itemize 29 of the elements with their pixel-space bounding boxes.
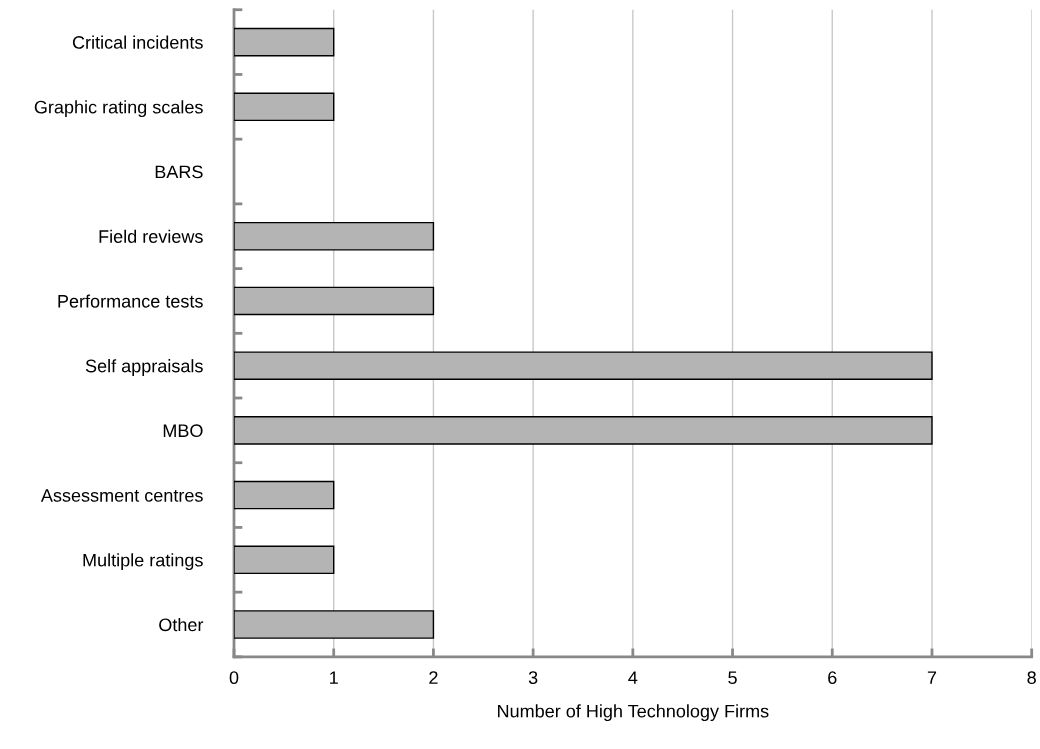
y-tick-label: Critical incidents	[72, 35, 203, 49]
bar	[234, 27, 335, 57]
bar	[234, 416, 933, 445]
x-tick-label: 0	[229, 671, 239, 685]
bar	[234, 221, 435, 251]
x-tick-label: 4	[628, 671, 638, 684]
y-tick-label: MBO	[163, 424, 203, 438]
y-tick-label: Other	[159, 617, 204, 632]
x-tick-label: 7	[927, 671, 937, 684]
bar	[234, 92, 335, 122]
y-tick-label: Multiple ratings	[83, 553, 203, 571]
bar	[234, 286, 435, 316]
bar	[234, 545, 335, 575]
bar	[234, 480, 335, 510]
x-tick-label: 1	[330, 671, 338, 684]
x-tick-label: 5	[728, 671, 737, 685]
y-tick-label: Graphic rating scales	[34, 100, 203, 118]
bar	[234, 351, 933, 380]
bar	[234, 610, 435, 639]
y-tick-label: Assessment centres	[40, 489, 203, 502]
x-tick-label: 8	[1027, 671, 1036, 685]
x-tick-label: 3	[528, 671, 538, 685]
y-tick-label: Field reviews	[99, 229, 203, 243]
y-tick-label: Performance tests	[58, 294, 203, 308]
x-tick-label: 6	[828, 671, 837, 685]
x-axis-title: Number of High Technology Firms	[498, 704, 769, 722]
y-tick-label: BARS	[155, 165, 203, 179]
y-tick-label: Self appraisals	[85, 359, 203, 376]
x-tick-label: 2	[429, 671, 438, 684]
